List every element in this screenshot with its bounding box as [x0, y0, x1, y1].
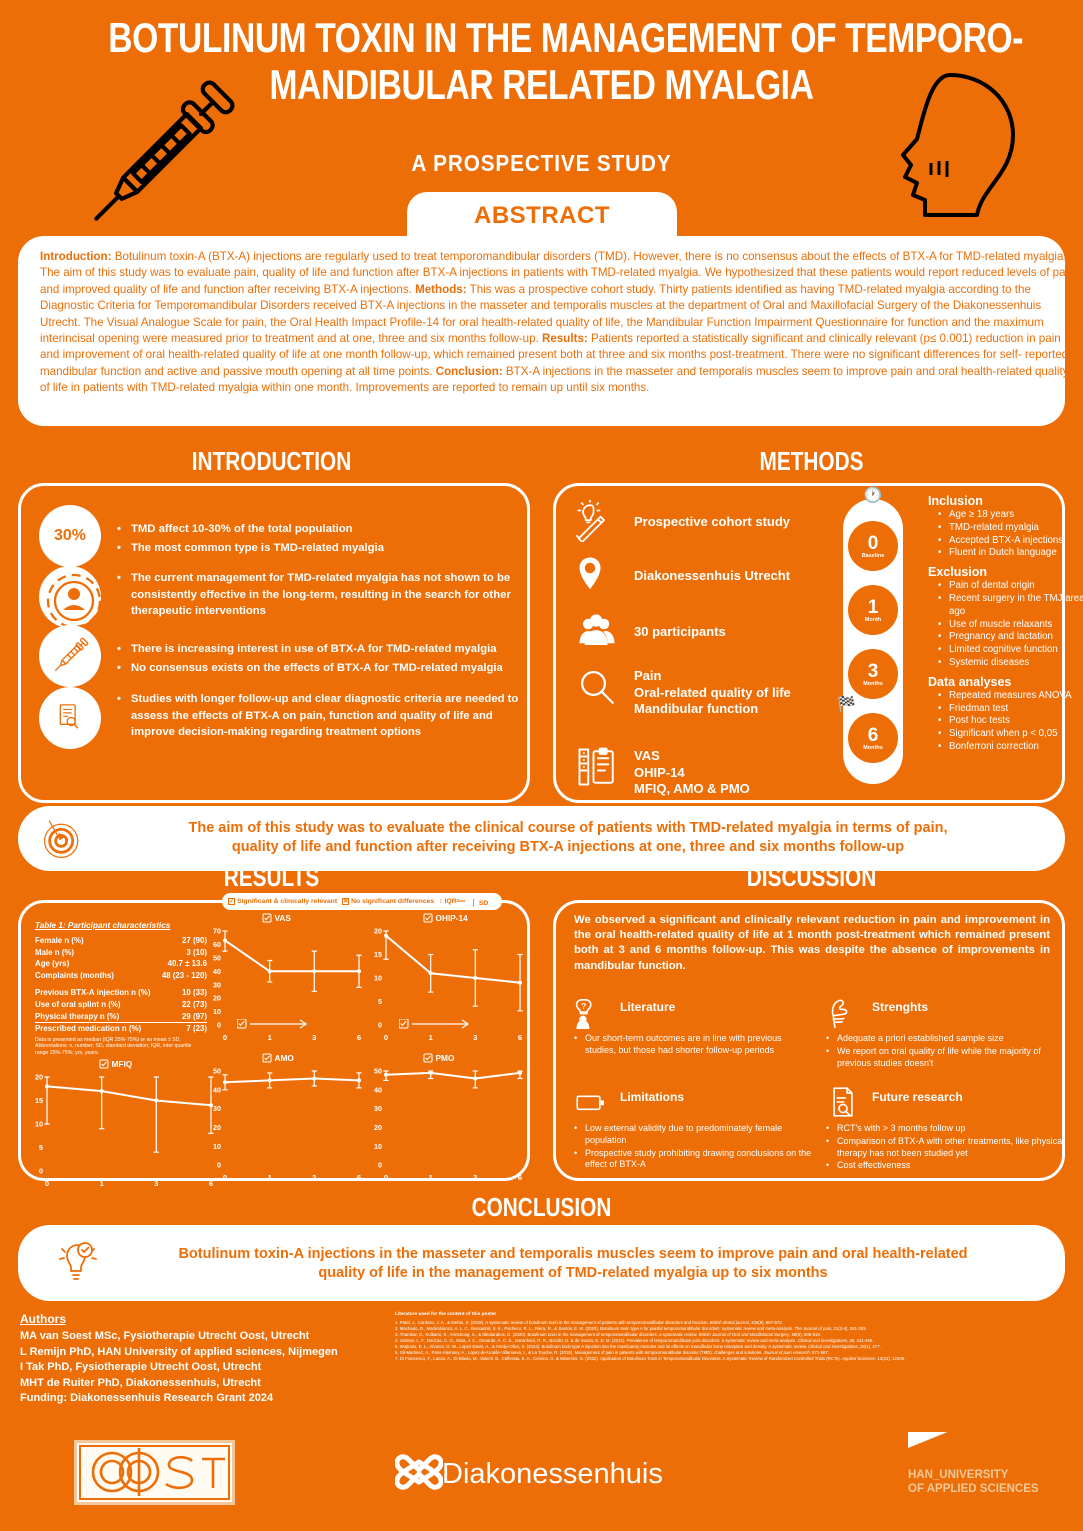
- svg-text:50: 50: [213, 1067, 221, 1076]
- svg-text:5: 5: [39, 1143, 43, 1152]
- svg-text:3: 3: [473, 1033, 477, 1042]
- svg-text:6: 6: [357, 1033, 361, 1042]
- svg-text:10: 10: [374, 974, 382, 983]
- svg-text:1: 1: [100, 1179, 105, 1188]
- svg-text:AMO: AMO: [275, 1053, 295, 1063]
- svg-text:0: 0: [223, 1033, 227, 1042]
- svg-text:6: 6: [518, 1173, 522, 1182]
- svg-text:10: 10: [35, 1120, 43, 1129]
- svg-text:VAS: VAS: [275, 913, 292, 923]
- svg-text:30: 30: [213, 1104, 221, 1113]
- svg-text:1: 1: [268, 1033, 273, 1042]
- svg-text:40: 40: [374, 1085, 382, 1094]
- svg-text:0: 0: [217, 1021, 221, 1030]
- svg-text:1: 1: [429, 1033, 434, 1042]
- svg-text:0: 0: [378, 1161, 382, 1170]
- svg-text:MFIQ: MFIQ: [112, 1059, 133, 1069]
- svg-text:10: 10: [374, 1142, 382, 1151]
- svg-text:OHIP-14: OHIP-14: [436, 913, 469, 923]
- svg-text:50: 50: [374, 1067, 382, 1076]
- svg-text:6: 6: [357, 1173, 361, 1182]
- svg-text:5: 5: [378, 997, 382, 1006]
- svg-text:15: 15: [374, 950, 382, 959]
- svg-text:70: 70: [213, 927, 221, 936]
- svg-text:0: 0: [39, 1167, 43, 1176]
- svg-text:0: 0: [217, 1161, 221, 1170]
- svg-text:15: 15: [35, 1096, 43, 1105]
- svg-text:30: 30: [374, 1104, 382, 1113]
- svg-text:0: 0: [384, 1173, 388, 1182]
- svg-text:20: 20: [35, 1073, 43, 1082]
- svg-text:3: 3: [312, 1033, 316, 1042]
- svg-text:20: 20: [374, 1123, 382, 1132]
- svg-text:?: ?: [581, 1002, 586, 1011]
- svg-text:0: 0: [384, 1033, 388, 1042]
- svg-text:0: 0: [223, 1173, 227, 1182]
- svg-text:20: 20: [213, 994, 221, 1003]
- svg-text:10: 10: [213, 1007, 221, 1016]
- svg-text:1: 1: [429, 1173, 434, 1182]
- svg-text:0: 0: [378, 1021, 382, 1030]
- svg-text:3: 3: [312, 1173, 316, 1182]
- svg-text:3: 3: [473, 1173, 477, 1182]
- svg-text:20: 20: [374, 927, 382, 936]
- svg-text:6: 6: [518, 1033, 522, 1042]
- svg-text:20: 20: [213, 1123, 221, 1132]
- svg-text:1: 1: [268, 1173, 273, 1182]
- svg-text:60: 60: [213, 940, 221, 949]
- svg-text:40: 40: [213, 967, 221, 976]
- svg-text:3: 3: [154, 1179, 158, 1188]
- svg-text:30: 30: [213, 980, 221, 989]
- svg-text:40: 40: [213, 1085, 221, 1094]
- svg-text:PMO: PMO: [436, 1053, 455, 1063]
- svg-text:10: 10: [213, 1142, 221, 1151]
- svg-text:50: 50: [213, 953, 221, 962]
- svg-text:0: 0: [45, 1179, 49, 1188]
